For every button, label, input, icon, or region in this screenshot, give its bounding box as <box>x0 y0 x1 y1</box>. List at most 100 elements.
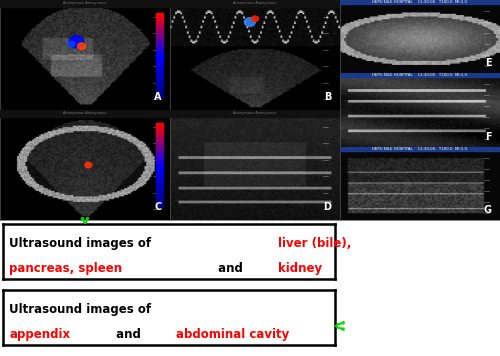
Bar <box>156 162 163 164</box>
Bar <box>156 142 163 144</box>
Bar <box>156 180 163 182</box>
Bar <box>156 88 163 91</box>
Text: liver (bile),: liver (bile), <box>278 237 351 250</box>
Bar <box>156 150 163 152</box>
Text: and: and <box>214 262 247 275</box>
Circle shape <box>252 16 258 21</box>
Bar <box>156 58 163 61</box>
Bar <box>156 43 163 46</box>
Bar <box>156 55 163 57</box>
Bar <box>340 0 500 4</box>
Bar <box>156 183 163 186</box>
Bar <box>156 143 163 146</box>
Bar <box>156 16 163 19</box>
Bar <box>0 0 170 7</box>
Bar <box>156 160 163 162</box>
Bar <box>156 185 163 187</box>
Bar <box>156 78 163 81</box>
Bar <box>156 60 163 62</box>
Bar <box>156 53 163 56</box>
Text: E: E <box>486 58 492 68</box>
Text: F: F <box>486 131 492 142</box>
Bar <box>156 192 163 194</box>
Text: Anonymous Anonymous: Anonymous Anonymous <box>64 111 106 115</box>
Text: HEPU NILE HOSPITAL    11:30:00   T100.0  MI:1.0: HEPU NILE HOSPITAL 11:30:00 T100.0 MI:1.… <box>372 147 468 151</box>
Bar <box>156 85 163 88</box>
Text: Anonymous Anonymous: Anonymous Anonymous <box>234 111 276 115</box>
Text: HEPU NILE HOSPITAL    11:30:00   T100.0  MI:1.0: HEPU NILE HOSPITAL 11:30:00 T100.0 MI:1.… <box>372 0 468 4</box>
Circle shape <box>68 41 75 47</box>
Bar <box>156 20 163 22</box>
Bar <box>156 37 163 39</box>
Bar <box>156 94 163 96</box>
Text: G: G <box>484 205 492 215</box>
Bar <box>156 190 163 193</box>
Circle shape <box>69 36 84 48</box>
Bar <box>156 82 163 84</box>
Bar <box>156 23 163 26</box>
Bar <box>156 137 163 139</box>
Bar <box>156 40 163 42</box>
Bar <box>156 15 163 17</box>
Bar <box>156 72 163 74</box>
Bar <box>170 110 340 117</box>
Bar <box>156 132 163 134</box>
Bar <box>156 133 163 136</box>
Bar <box>156 155 163 157</box>
Bar <box>156 178 163 181</box>
Bar <box>156 147 163 149</box>
Bar <box>156 172 163 174</box>
Bar <box>156 27 163 29</box>
Text: A: A <box>154 92 162 102</box>
Bar <box>156 63 163 66</box>
Bar <box>156 130 163 132</box>
Bar <box>156 175 163 177</box>
Bar <box>156 125 163 127</box>
Bar <box>156 148 163 151</box>
Bar <box>156 62 163 64</box>
Bar <box>156 77 163 79</box>
Bar <box>156 195 163 198</box>
Bar <box>156 173 163 176</box>
Bar <box>156 168 163 171</box>
Bar <box>156 95 163 98</box>
Bar <box>156 202 163 204</box>
Bar <box>156 167 163 169</box>
Bar <box>156 163 163 166</box>
Bar <box>156 157 163 159</box>
Bar <box>156 197 163 199</box>
Bar <box>156 128 163 131</box>
Text: D: D <box>324 202 332 212</box>
Bar <box>156 33 163 36</box>
Bar <box>156 73 163 76</box>
Bar <box>156 47 163 49</box>
Bar <box>156 67 163 69</box>
Bar <box>156 30 163 32</box>
Bar <box>156 145 163 147</box>
Bar <box>156 57 163 59</box>
Bar <box>156 126 163 129</box>
Text: and: and <box>112 328 144 341</box>
Bar <box>156 140 163 142</box>
Text: Anonymous Anonymous: Anonymous Anonymous <box>234 1 276 5</box>
Text: HEPU NILE HOSPITAL    11:30:00   T100.0  MI:1.0: HEPU NILE HOSPITAL 11:30:00 T100.0 MI:1.… <box>372 73 468 77</box>
Bar <box>156 42 163 44</box>
Bar <box>156 205 163 208</box>
Bar <box>170 0 340 7</box>
Bar <box>156 153 163 156</box>
Bar <box>156 68 163 71</box>
Bar <box>0 110 170 117</box>
Bar <box>156 18 163 21</box>
Bar <box>156 13 163 16</box>
Bar <box>156 28 163 31</box>
Bar <box>156 135 163 137</box>
Text: abdominal cavity: abdominal cavity <box>176 328 289 341</box>
Bar <box>156 193 163 196</box>
Bar <box>156 188 163 191</box>
Bar <box>156 50 163 52</box>
Bar <box>156 48 163 51</box>
Bar <box>156 87 163 89</box>
Bar <box>340 73 500 77</box>
Bar <box>156 65 163 67</box>
Text: Anonymous Anonymous: Anonymous Anonymous <box>64 1 106 5</box>
